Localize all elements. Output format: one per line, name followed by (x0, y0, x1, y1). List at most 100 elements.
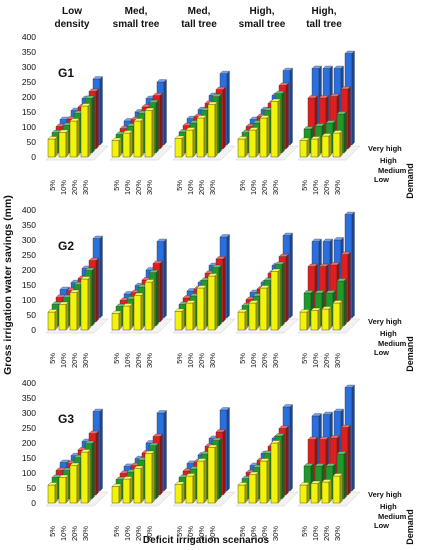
bar-side (244, 482, 248, 504)
bar-front (259, 117, 268, 158)
bar-top (332, 130, 343, 134)
bar (237, 309, 248, 331)
bar (111, 483, 122, 504)
bar-side (218, 437, 222, 500)
bar-front (259, 460, 268, 504)
bar-front (111, 486, 120, 504)
bar (270, 98, 281, 158)
scenario-tick-label: 20% (134, 353, 143, 368)
bar-top (259, 285, 270, 289)
cluster-1: 5% 10% 20% 30% (109, 238, 173, 368)
bar-side (151, 107, 155, 158)
bar-side (351, 50, 355, 146)
bar (310, 307, 321, 331)
bar (321, 479, 332, 504)
bar (111, 310, 122, 331)
scenario-tick-label: 20% (260, 353, 269, 368)
bar-side (99, 76, 103, 146)
bar (58, 301, 69, 331)
bar-front (133, 295, 142, 331)
x-axis-title: Deficit irrigation scenarios (143, 535, 270, 546)
bar-side (155, 442, 159, 500)
tree-class-header: small tree (239, 19, 286, 30)
bar (69, 118, 80, 158)
bar-top (196, 458, 207, 462)
bar (144, 450, 155, 504)
bar-side (222, 429, 226, 496)
bar-top (185, 300, 196, 304)
bar (259, 458, 270, 504)
bar-side (222, 256, 226, 323)
bar-top (59, 286, 70, 290)
bar-top (88, 257, 99, 261)
cluster-4: 5% 10% 20% 30% (297, 211, 361, 368)
bar (259, 115, 270, 158)
bar (259, 285, 270, 331)
scenario-tick-label: 20% (134, 526, 143, 541)
bar-top (211, 93, 222, 97)
scenario-tick-label: 30% (81, 526, 90, 541)
bar-side (255, 300, 259, 331)
y-tick-label: 250 (22, 77, 36, 87)
bar-top (340, 251, 351, 255)
bar (133, 465, 144, 504)
bar-side (76, 289, 80, 331)
bar-side (163, 410, 167, 492)
bar (80, 103, 91, 158)
bar-top (58, 301, 69, 305)
cluster-1: 5% 10% 20% 30% (109, 79, 173, 195)
bar-side (192, 127, 196, 158)
y-tick-label: 200 (22, 92, 36, 102)
scenario-tick-label: 30% (271, 180, 280, 195)
bar-top (174, 135, 185, 139)
bar-side (214, 273, 218, 331)
bar-top (318, 436, 329, 440)
bar-top (47, 136, 58, 140)
bar-side (244, 136, 248, 158)
bar-top (47, 309, 58, 313)
bar-top (322, 238, 333, 242)
bar-side (118, 483, 122, 504)
bar-top (185, 127, 196, 131)
bar-top (325, 463, 336, 467)
bar-side (99, 235, 103, 319)
bar-side (159, 260, 163, 323)
bar-top (88, 430, 99, 434)
bar-top (152, 260, 163, 264)
bar-side (140, 292, 144, 331)
bar-top (80, 276, 91, 280)
bar-side (76, 462, 80, 504)
bar-top (156, 410, 167, 414)
bar-top (215, 429, 226, 433)
cluster-4: 5% 10% 20% 30% (297, 50, 361, 195)
bar-side (203, 458, 207, 504)
bar-side (181, 481, 185, 504)
bar-side (317, 136, 321, 158)
bar-top (84, 267, 95, 271)
scenario-tick-label: 10% (249, 526, 258, 541)
bar-top (321, 306, 332, 310)
bar-top (299, 137, 310, 141)
bar-side (151, 450, 155, 504)
demand-level-label: High (380, 502, 397, 511)
bar-top (84, 440, 95, 444)
bar-top (69, 289, 80, 293)
bar-side (163, 79, 167, 146)
bar-top (336, 278, 347, 282)
bar-top (88, 88, 99, 92)
demand-level-label: Very high (368, 490, 402, 499)
bar-front (174, 311, 183, 331)
bar-top (325, 290, 336, 294)
bar-side (214, 101, 218, 158)
scenario-tick-label: 10% (186, 353, 195, 368)
bar-top (344, 384, 355, 388)
bar-top (111, 137, 122, 141)
bar (321, 133, 332, 158)
bar-top (207, 101, 218, 105)
bar (58, 474, 69, 504)
y-tick-label: 100 (22, 295, 36, 305)
y-tick-label: 250 (22, 423, 36, 433)
bar-top (303, 126, 314, 130)
bar-side (255, 471, 259, 504)
